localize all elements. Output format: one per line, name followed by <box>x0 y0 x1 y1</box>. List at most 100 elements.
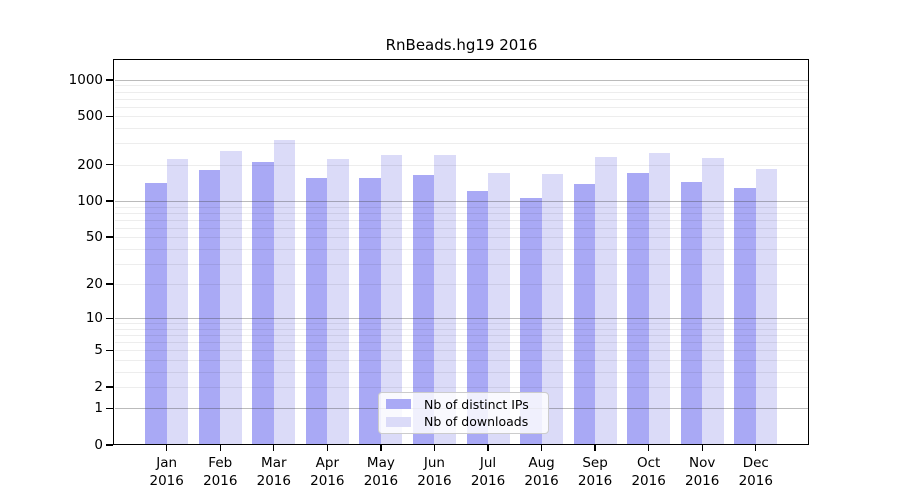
x-tick-month: Feb <box>208 455 233 471</box>
bar-nb-of-downloads-nov-2016 <box>702 157 724 445</box>
x-tick-year: 2016 <box>417 473 452 489</box>
y-tick-label-1000: 1000 <box>68 71 103 88</box>
x-axis-tick-mar-2016 <box>273 445 275 451</box>
y-axis-tick-1000 <box>106 79 113 81</box>
y-tick-label-1: 1 <box>94 400 103 417</box>
y-tick-label-200: 200 <box>77 156 103 173</box>
y-tick-label-500: 500 <box>77 108 103 125</box>
x-tick-month: Dec <box>742 455 769 471</box>
x-axis-tick-nov-2016 <box>701 445 703 451</box>
bar-nb-of-distinct-ips-mar-2016 <box>252 161 274 445</box>
gridline-minor-60 <box>115 227 808 229</box>
y-tick-label-10: 10 <box>85 310 103 327</box>
gridline-minor-6 <box>115 342 808 344</box>
legend-label-downloads: Nb of downloads <box>424 414 529 430</box>
gridline-minor-300 <box>115 143 808 145</box>
x-axis-tick-apr-2016 <box>326 445 329 451</box>
gridline-minor-20 <box>115 284 808 286</box>
x-tick-month: Nov <box>689 455 716 471</box>
gridline-minor-5 <box>115 350 808 352</box>
gridline-minor-600 <box>115 106 808 108</box>
gridline-minor-3 <box>115 371 808 373</box>
x-tick-label-nov-2016: Nov 2016 <box>670 454 734 490</box>
bar-nb-of-distinct-ips-oct-2016 <box>627 173 649 445</box>
y-tick-label-20: 20 <box>85 276 103 293</box>
bar-nb-of-distinct-ips-jul-2016 <box>466 190 488 445</box>
x-tick-month: May <box>366 455 395 471</box>
gridline-minor-2 <box>115 386 808 388</box>
gridline-major-10 <box>115 318 808 320</box>
y-axis-tick-50 <box>106 236 113 238</box>
x-tick-label-jul-2016: Jul 2016 <box>456 454 520 490</box>
legend: Nb of distinct IPs Nb of downloads <box>378 392 549 434</box>
x-tick-year: 2016 <box>524 473 559 489</box>
gridline-minor-50 <box>115 237 808 239</box>
x-tick-year: 2016 <box>363 473 399 489</box>
y-axis-tick-10 <box>106 317 113 319</box>
bar-nb-of-downloads-apr-2016 <box>327 158 349 445</box>
bar-nb-of-distinct-ips-aug-2016 <box>520 197 542 445</box>
x-tick-month: Jan <box>156 455 178 471</box>
gridline-minor-30 <box>115 263 808 265</box>
bar-nb-of-downloads-aug-2016 <box>541 174 564 445</box>
x-axis-tick-dec-2016 <box>755 445 757 451</box>
gridline-minor-90 <box>115 206 808 208</box>
gridline-minor-9 <box>115 323 808 325</box>
y-axis-tick-500 <box>106 115 113 118</box>
bar-nb-of-distinct-ips-apr-2016 <box>305 177 328 445</box>
x-tick-month: Sep <box>582 455 608 471</box>
x-tick-year: 2016 <box>256 473 291 489</box>
gridline-minor-500 <box>115 116 808 118</box>
chart-title: RnBeads.hg19 2016 <box>385 36 538 54</box>
x-tick-label-dec-2016: Dec 2016 <box>724 454 788 490</box>
x-axis-tick-jun-2016 <box>433 445 436 451</box>
x-tick-month: Jun <box>423 455 445 471</box>
bar-nb-of-downloads-sep-2016 <box>595 156 617 445</box>
gridline-minor-40 <box>115 248 808 250</box>
x-tick-year: 2016 <box>738 473 773 489</box>
x-tick-label-aug-2016: Aug 2016 <box>510 454 574 490</box>
bar-nb-of-downloads-mar-2016 <box>273 140 296 445</box>
x-tick-label-sep-2016: Sep 2016 <box>563 454 627 490</box>
x-tick-year: 2016 <box>203 473 238 489</box>
x-tick-month: Apr <box>315 455 340 471</box>
gridline-minor-8 <box>115 328 808 330</box>
x-tick-month: Oct <box>636 455 661 471</box>
y-axis-tick-0 <box>106 444 113 446</box>
x-tick-month: Mar <box>261 455 287 471</box>
gridline-minor-4 <box>115 359 808 361</box>
gridline-minor-70 <box>115 219 808 221</box>
bar-nb-of-distinct-ips-sep-2016 <box>573 184 596 445</box>
x-tick-year: 2016 <box>470 473 506 489</box>
bar-nb-of-distinct-ips-dec-2016 <box>734 188 756 445</box>
x-tick-year: 2016 <box>685 473 720 489</box>
y-tick-label-100: 100 <box>77 193 103 210</box>
y-tick-label-5: 5 <box>94 342 103 359</box>
y-axis-tick-200 <box>106 163 113 166</box>
bar-nb-of-downloads-jan-2016 <box>166 158 189 445</box>
legend-swatch-downloads-icon <box>386 416 411 427</box>
y-tick-label-0: 0 <box>94 437 103 453</box>
x-tick-year: 2016 <box>631 473 666 489</box>
gridline-minor-700 <box>115 98 808 100</box>
x-tick-year: 2016 <box>577 473 613 489</box>
y-axis-tick-2 <box>106 386 113 388</box>
x-axis-tick-jan-2016 <box>166 445 168 451</box>
x-tick-label-may-2016: May 2016 <box>349 454 413 490</box>
bar-nb-of-distinct-ips-nov-2016 <box>680 181 703 445</box>
x-axis-tick-aug-2016 <box>540 445 543 451</box>
y-tick-label-50: 50 <box>85 229 103 246</box>
x-axis-tick-oct-2016 <box>647 445 650 451</box>
x-tick-month: Jul <box>479 455 497 471</box>
gridline-minor-200 <box>115 164 808 166</box>
y-tick-label-2: 2 <box>94 378 103 395</box>
bar-nb-of-distinct-ips-may-2016 <box>359 178 381 445</box>
gridline-major-1000 <box>115 79 808 81</box>
x-axis-tick-may-2016 <box>380 445 382 451</box>
legend-label-distinct-ips: Nb of distinct IPs <box>424 396 529 412</box>
bar-nb-of-downloads-dec-2016 <box>755 169 778 445</box>
bar-nb-of-downloads-feb-2016 <box>220 150 242 445</box>
gridline-minor-800 <box>115 91 808 93</box>
gridline-minor-400 <box>115 128 808 130</box>
